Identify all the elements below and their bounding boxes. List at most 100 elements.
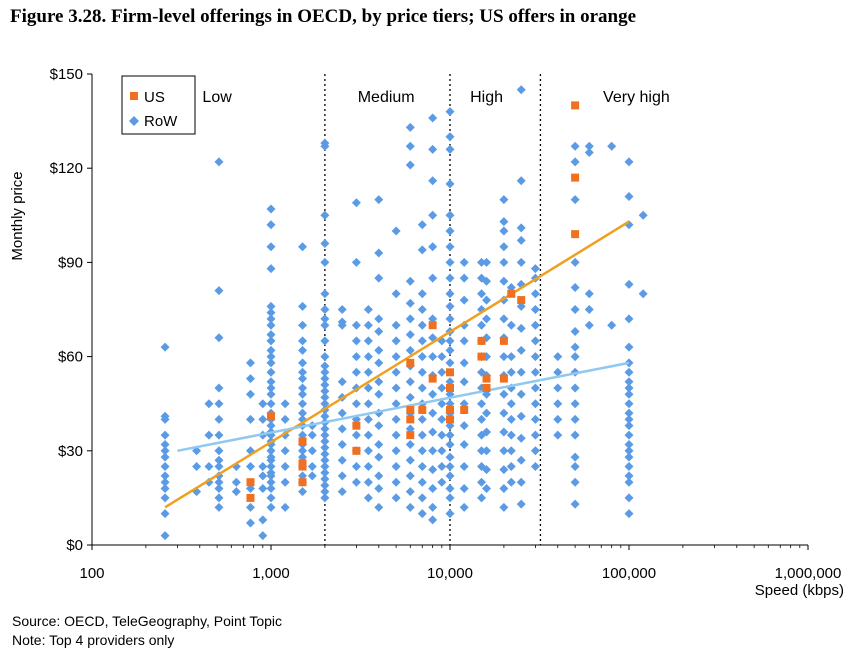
row-point (298, 320, 308, 330)
row-point (374, 314, 384, 324)
row-point (499, 257, 509, 267)
row-point (337, 408, 347, 418)
row-point (320, 352, 330, 362)
legend: US RoW (121, 75, 196, 135)
row-point (214, 477, 224, 487)
row-point (428, 446, 438, 456)
row-point (624, 477, 634, 487)
row-point (391, 336, 401, 346)
row-point (266, 389, 276, 399)
row-point (231, 477, 241, 487)
row-point (553, 367, 563, 377)
us-point (571, 173, 580, 182)
row-point (405, 455, 415, 465)
row-point (459, 440, 469, 450)
row-point (477, 320, 487, 330)
row-point (445, 144, 455, 154)
row-point (570, 462, 580, 471)
row-point (280, 414, 290, 424)
row-point (351, 367, 361, 377)
x-tick-label: 100,000 (602, 565, 656, 582)
row-point (499, 483, 509, 493)
row-point (584, 141, 594, 151)
row-point (320, 411, 330, 421)
row-point (266, 314, 276, 324)
row-point (570, 195, 580, 205)
row-point (214, 333, 224, 343)
row-point (530, 352, 540, 362)
row-point (570, 399, 580, 409)
row-point (624, 462, 634, 471)
row-point (320, 449, 330, 459)
row-point (192, 462, 202, 471)
row-point (245, 414, 255, 424)
row-point (374, 326, 384, 336)
row-point (298, 389, 308, 399)
row-point (351, 320, 361, 330)
row-point (417, 493, 427, 503)
row-point (482, 276, 492, 286)
row-point (482, 314, 492, 324)
row-point (624, 471, 634, 481)
source-notes: Source: OECD, TeleGeography, Point Topic… (12, 612, 282, 650)
row-point (298, 358, 308, 368)
row-point (516, 301, 526, 311)
row-point (320, 320, 330, 330)
row-point (391, 352, 401, 362)
row-point (374, 195, 384, 205)
row-point (624, 377, 634, 387)
row-point (624, 408, 634, 418)
row-point (374, 440, 384, 450)
row-point (258, 471, 268, 481)
row-point (459, 257, 469, 267)
row-point (445, 421, 455, 431)
row-point (530, 430, 540, 440)
x-tick-label: 10,000 (427, 565, 473, 582)
x-tick-labels: 100 1,000 10,000 100,000 1,000,000 (79, 565, 841, 582)
row-point (363, 352, 373, 362)
row-point (320, 474, 330, 484)
row-point (405, 298, 415, 308)
y-tick-label: $120 (50, 160, 83, 177)
row-point (337, 317, 347, 327)
row-point (553, 352, 563, 362)
row-point (160, 531, 170, 541)
row-point (266, 421, 276, 431)
row-point (445, 345, 455, 355)
row-point (351, 352, 361, 362)
row-point (320, 468, 330, 478)
row-point (530, 383, 540, 393)
row-point (266, 493, 276, 503)
row-point (160, 440, 170, 450)
row-point (337, 487, 347, 497)
row-point (428, 389, 438, 399)
row-point (405, 424, 415, 434)
row-point (245, 358, 255, 368)
row-point (477, 289, 487, 299)
us-point (482, 374, 491, 383)
row-point (570, 477, 580, 487)
row-point (391, 320, 401, 330)
row-point (320, 305, 330, 314)
row-point (266, 468, 276, 478)
row-point (516, 433, 526, 443)
us-point (460, 405, 469, 414)
row-point (553, 383, 563, 393)
row-point (351, 462, 361, 471)
row-point (266, 477, 276, 487)
row-point (428, 352, 438, 362)
row-point (266, 330, 276, 340)
row-point (351, 198, 361, 208)
row-point (266, 204, 276, 214)
row-point (477, 257, 487, 267)
row-point (445, 358, 455, 368)
row-point (374, 273, 384, 283)
row-point (417, 446, 427, 456)
row-point (298, 452, 308, 462)
row-point (363, 462, 373, 471)
row-point (570, 414, 580, 424)
row-point (363, 446, 373, 456)
row-point (320, 386, 330, 396)
row-point (624, 440, 634, 450)
row-point (624, 314, 634, 324)
